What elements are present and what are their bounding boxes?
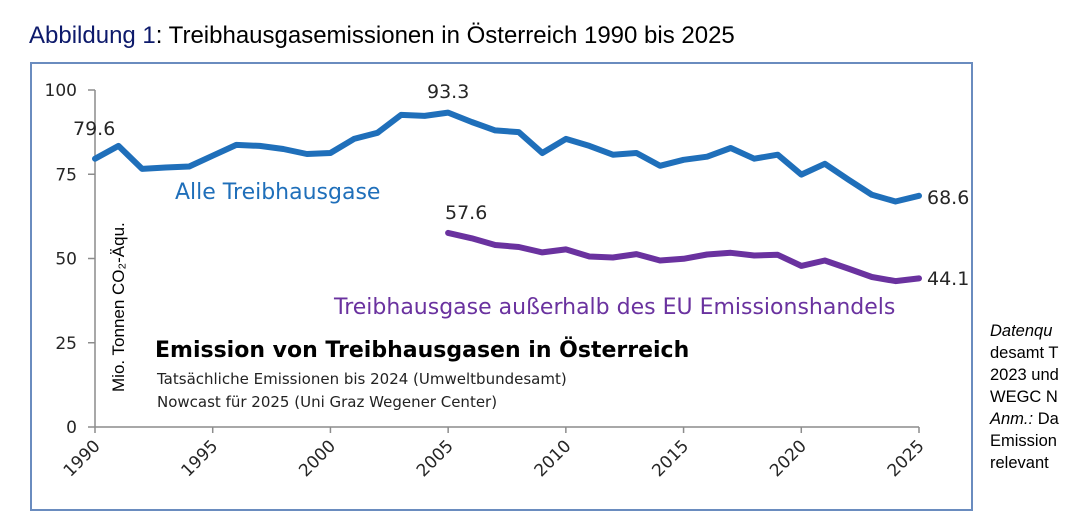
- chart-frame: [30, 62, 973, 511]
- y-tick-label: 0: [66, 418, 77, 438]
- series-line-all-ghg: [92, 109, 922, 205]
- x-tick-label: 2015: [648, 436, 693, 481]
- axes: 0 25 50 75 100 1990 1995 2000 2005 2010 2015 2020 20…: [45, 81, 929, 481]
- x-tick-label: 2010: [531, 436, 576, 481]
- side-note: Datenqu desamt T 2023 und WEGC N Anm.: D…: [990, 320, 1059, 474]
- chart-title: Emission von Treibhausgasen in Österreic…: [155, 337, 689, 363]
- series-label-non-ets: Treibhausgase außerhalb des EU Emissions…: [333, 295, 895, 320]
- y-tick-label: 25: [55, 334, 77, 354]
- data-label-2025-non-ets: 44.1: [927, 268, 969, 290]
- data-label-2025-all: 68.6: [927, 187, 969, 209]
- figure-title: Abbildung 1: Treibhausgasemissionen in Ö…: [29, 22, 735, 50]
- side-note-line: desamt T: [990, 344, 1059, 362]
- data-label-2005-all: 93.3: [427, 81, 469, 103]
- figure-label: Abbildung 1: [29, 22, 156, 49]
- x-tick-label: 1995: [178, 436, 223, 481]
- chart-subtitle: Nowcast für 2025 (Uni Graz Wegener Cente…: [157, 393, 497, 411]
- x-tick-label: 1990: [60, 436, 105, 481]
- side-note-line: Anm.: Da: [990, 410, 1059, 428]
- y-tick-label: 50: [55, 250, 77, 270]
- series-lines: [92, 109, 922, 285]
- side-note-line: Emission: [990, 432, 1057, 450]
- x-tick-label: 2025: [884, 436, 929, 481]
- series-line-non-ets: [445, 229, 922, 285]
- chart-labels: 79.6 93.3 68.6 57.6 44.1 Alle Treibhausgase Tr…: [73, 81, 969, 411]
- side-note-line: relevant: [990, 454, 1049, 472]
- series-label-all-ghg: Alle Treibhausgase: [175, 180, 380, 205]
- figure-title-text: : Treibhausgasemissionen in Österreich 1…: [155, 22, 735, 49]
- side-note-line: WEGC N: [990, 388, 1058, 406]
- x-tick-label: 2000: [295, 436, 340, 481]
- y-tick-label: 100: [45, 81, 77, 101]
- side-note-line: 2023 und: [990, 366, 1059, 384]
- data-label-1990: 79.6: [73, 118, 115, 140]
- chart-subtitle: Tatsächliche Emissionen bis 2024 (Umwelt…: [156, 370, 567, 388]
- y-tick-label: 75: [55, 165, 77, 185]
- side-note-line: Datenqu: [990, 322, 1053, 340]
- y-axis-label: Mio. Tonnen CO₂-Äqu.: [109, 222, 128, 392]
- data-label-2005-non-ets: 57.6: [445, 202, 487, 224]
- x-tick-label: 2020: [766, 436, 811, 481]
- x-tick-label: 2005: [413, 436, 458, 481]
